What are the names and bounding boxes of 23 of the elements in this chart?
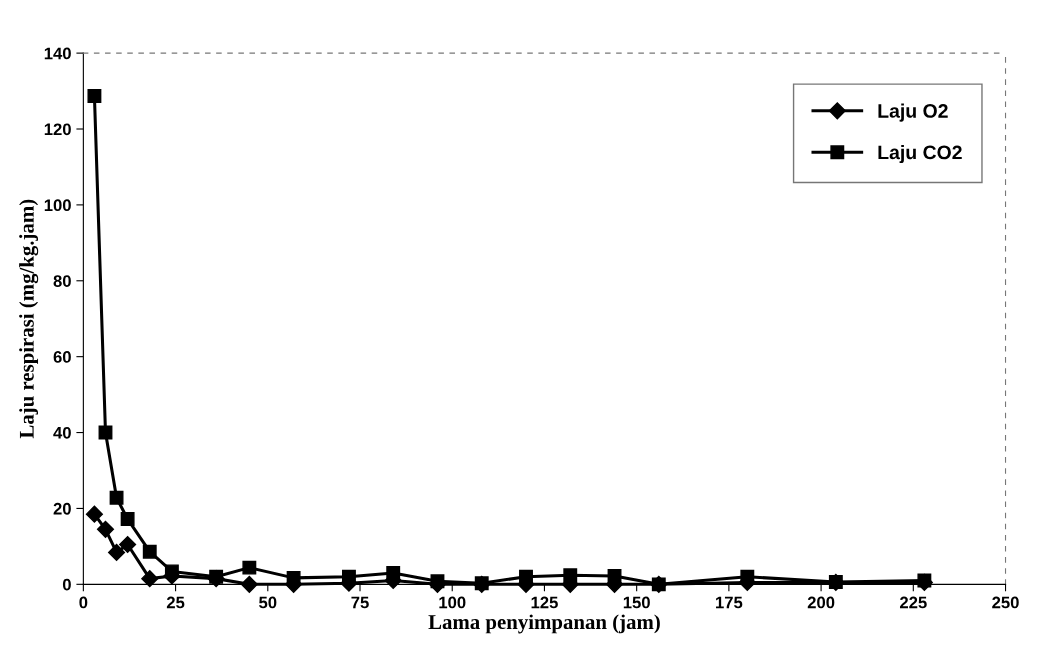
x-tick-label: 100 <box>439 596 466 609</box>
x-tick-label: 250 <box>992 596 1019 609</box>
x-axis-title: Lama penyimpanan (jam) <box>428 614 660 634</box>
y-tick-label: 80 <box>53 275 71 287</box>
x-tick-label: 0 <box>79 596 88 609</box>
y-axis-title: Laju respirasi (mg/kg.jam) <box>19 199 39 439</box>
y-tick-label: 140 <box>44 47 71 60</box>
y-tick-label: 120 <box>44 123 71 136</box>
y-tick-label: 40 <box>53 426 71 439</box>
x-tick-label: 175 <box>716 596 743 609</box>
y-tick-label: 20 <box>53 502 71 515</box>
y-tick-label: 60 <box>53 351 71 363</box>
x-tick-label: 125 <box>531 596 558 609</box>
legend-label: Laju CO2 <box>878 144 962 164</box>
x-tick-label: 50 <box>259 596 277 609</box>
x-tick-label: 200 <box>807 596 835 609</box>
x-tick-label: 225 <box>899 596 927 609</box>
x-tick-label: 150 <box>623 596 650 609</box>
x-tick-label: 75 <box>351 596 369 609</box>
y-tick-label: 100 <box>44 199 71 212</box>
x-tick-label: 25 <box>166 596 185 609</box>
y-tick-label: 0 <box>62 578 71 591</box>
legend-label: Laju O2 <box>878 103 948 122</box>
